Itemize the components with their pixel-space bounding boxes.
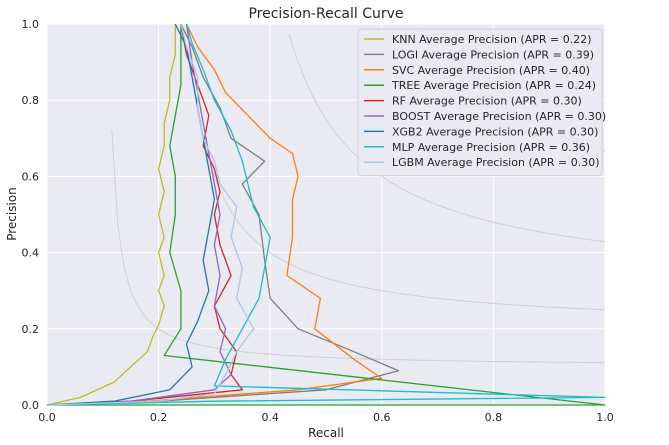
y-axis-label: Precision [5,187,19,241]
legend-label: BOOST Average Precision (APR = 0.30) [392,110,606,123]
iso-f1-curve [111,130,606,364]
series-line-4 [46,23,243,406]
series-line-7 [46,23,606,406]
y-tick-label: 0.6 [22,170,40,183]
series-line-8 [46,23,255,406]
chart-title: Precision-Recall Curve [248,6,403,22]
y-tick-label: 0.4 [22,247,40,260]
series-line-3 [47,24,606,406]
legend-label: TREE Average Precision (APR = 0.24) [391,79,596,92]
x-tick-label: 0.6 [373,411,391,424]
x-tick-label: 0.0 [38,411,56,424]
series-line-0 [46,24,176,406]
y-tick-label: 0.0 [22,399,40,412]
series-lines [46,23,606,406]
y-axis-ticks: 0.0 0.2 0.4 0.6 0.8 1.0 [22,18,40,412]
y-tick-label: 0.8 [22,94,40,107]
legend-label: LOGI Average Precision (APR = 0.39) [392,48,594,61]
legend-label: SVC Average Precision (APR = 0.40) [392,64,590,77]
legend-label: LGBM Average Precision (APR = 0.30) [392,156,600,169]
x-axis-ticks: 0.0 0.2 0.4 0.6 0.8 1.0 [38,411,614,424]
legend-label: XGB2 Average Precision (APR = 0.30) [392,125,598,138]
x-tick-label: 0.8 [485,411,503,424]
y-tick-label: 1.0 [22,18,40,31]
y-tick-label: 0.2 [22,323,40,336]
legend-label: KNN Average Precision (APR = 0.22) [392,33,592,46]
x-tick-label: 1.0 [596,411,614,424]
legend-label: MLP Average Precision (APR = 0.36) [392,141,590,154]
x-tick-label: 0.4 [261,411,279,424]
iso-f1-curve [288,33,606,243]
legend-label: RF Average Precision (APR = 0.30) [392,95,582,108]
iso-f1-curve [188,51,606,311]
series-line-2 [46,23,383,406]
x-tick-label: 0.2 [150,411,168,424]
x-axis-label: Recall [308,426,344,440]
legend: KNN Average Precision (APR = 0.22) LOGI A… [357,28,606,177]
series-line-5 [46,23,232,406]
series-line-6 [46,23,216,406]
legend-box [357,28,603,177]
